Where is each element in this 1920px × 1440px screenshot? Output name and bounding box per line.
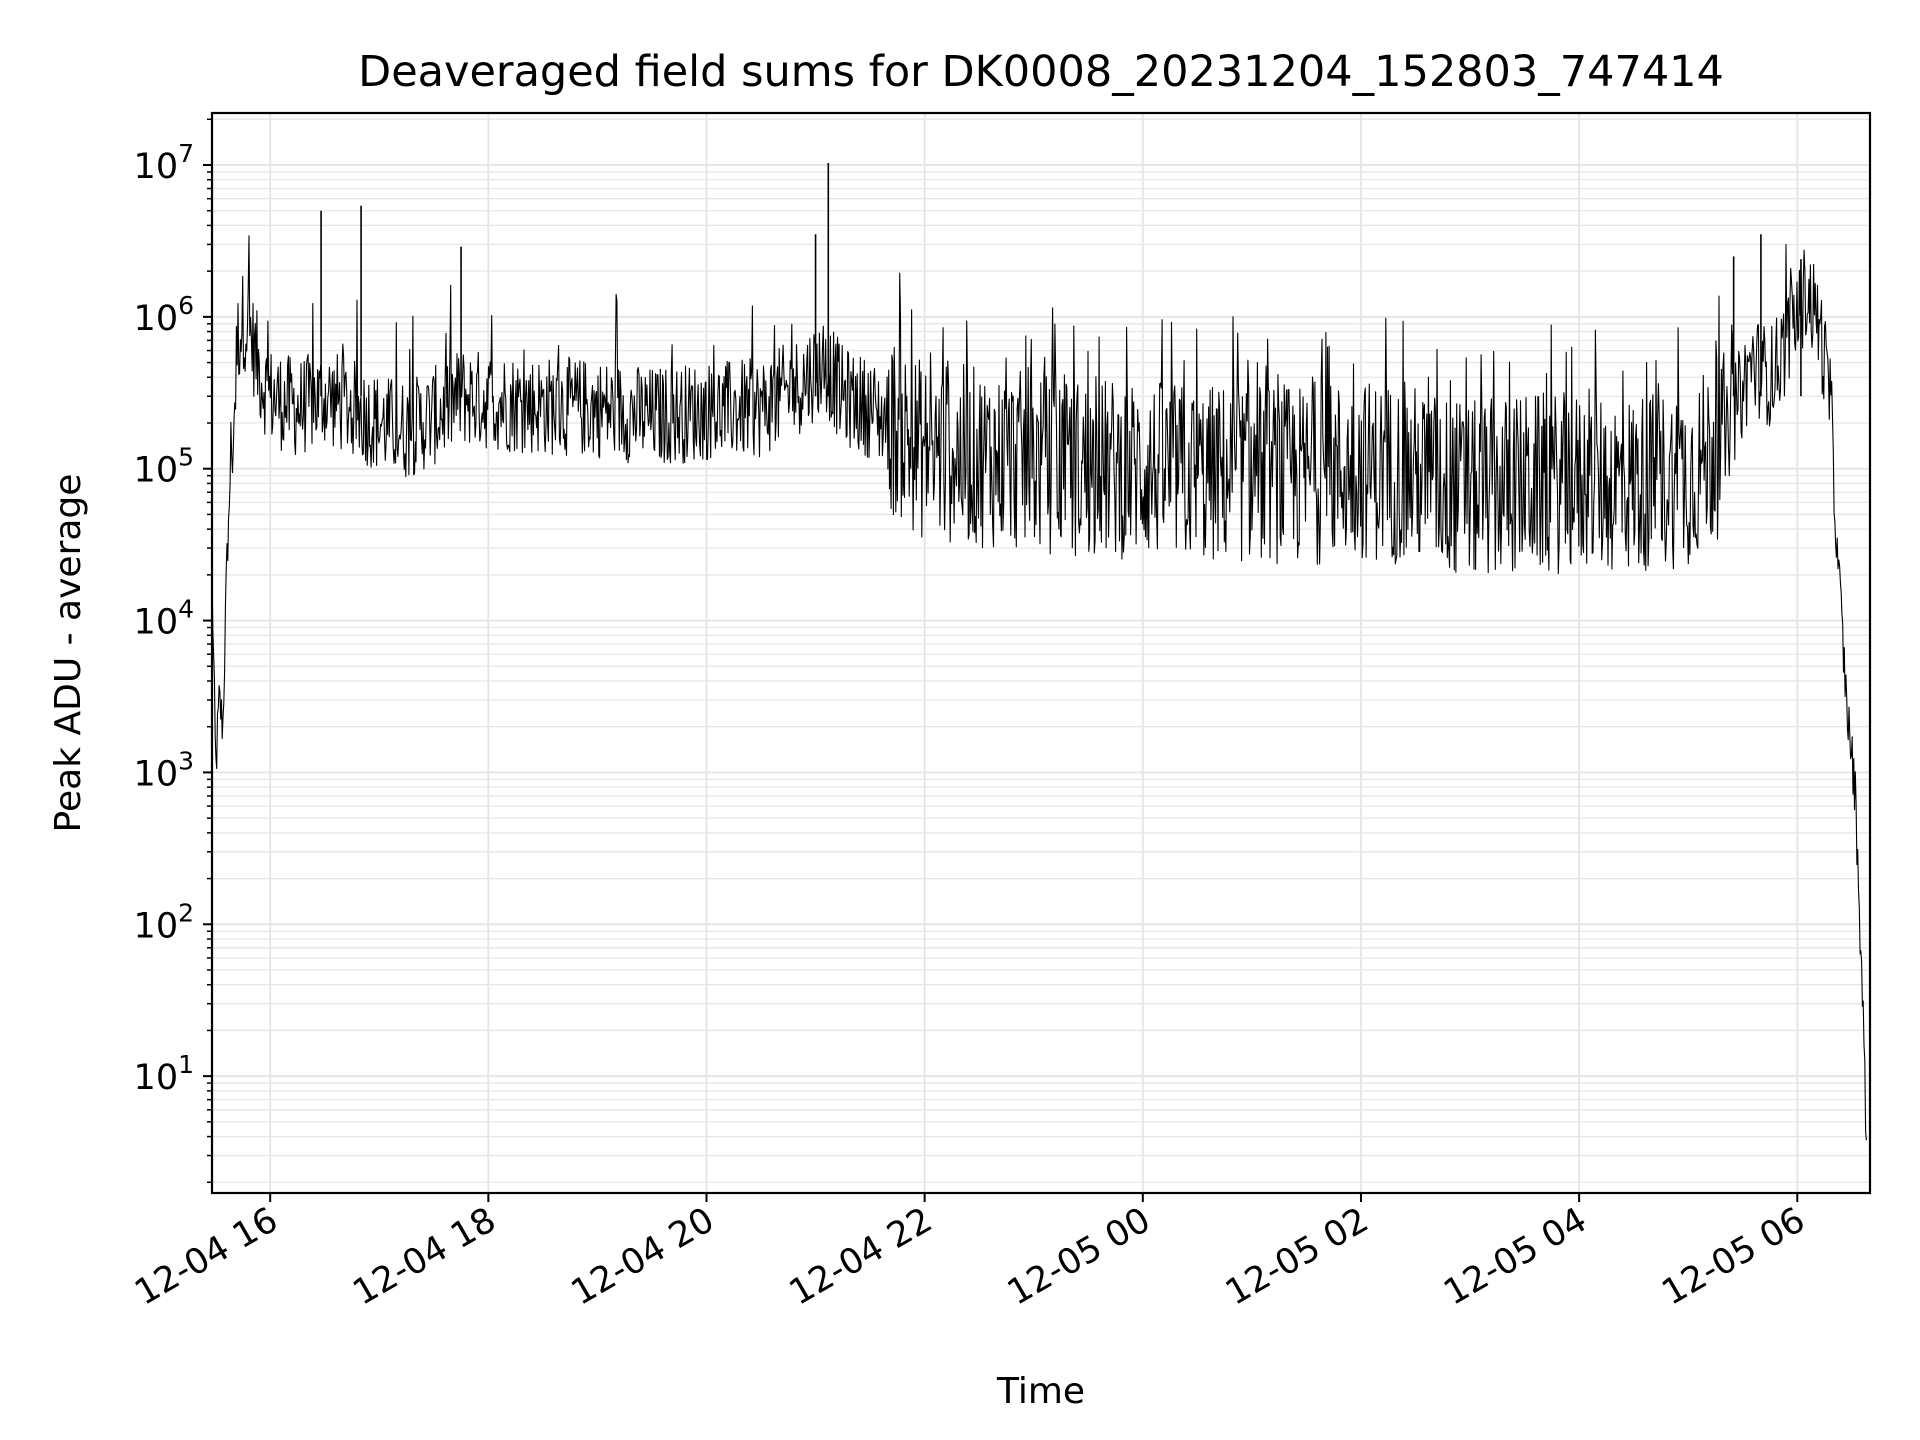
data-layer — [211, 163, 1867, 1141]
y-tick-label: 106 — [134, 291, 194, 339]
y-tick-exponent: 4 — [178, 595, 194, 624]
y-tick-base: 10 — [134, 754, 179, 794]
x-axis-label: Time — [996, 1371, 1085, 1412]
y-tick-label: 104 — [134, 595, 194, 643]
y-tick-base: 10 — [134, 906, 179, 946]
y-tick-base: 10 — [134, 299, 179, 339]
grid-major — [212, 113, 1870, 1193]
y-tick-label: 105 — [134, 443, 194, 491]
y-axis-label: Peak ADU - average — [48, 474, 89, 833]
y-tick-exponent: 7 — [178, 139, 194, 168]
y-tick-label: 103 — [134, 746, 194, 794]
y-tick-exponent: 2 — [178, 898, 194, 927]
y-tick-label: 101 — [134, 1050, 194, 1098]
y-tick-exponent: 1 — [178, 1050, 194, 1079]
y-tick-label: 107 — [134, 139, 194, 187]
y-tick-base: 10 — [134, 603, 179, 643]
chart-title: Deaveraged field sums for DK0008_2023120… — [358, 47, 1724, 97]
y-tick-exponent: 3 — [178, 746, 194, 775]
y-tick-exponent: 6 — [178, 291, 194, 320]
y-tick-label: 102 — [134, 898, 194, 946]
y-tick-base: 10 — [134, 1058, 179, 1098]
series-line — [211, 235, 1867, 1141]
y-tick-exponent: 5 — [178, 443, 194, 472]
plot-frame — [210, 111, 1872, 1195]
y-tick-base: 10 — [134, 147, 179, 187]
y-tick-base: 10 — [134, 451, 179, 491]
